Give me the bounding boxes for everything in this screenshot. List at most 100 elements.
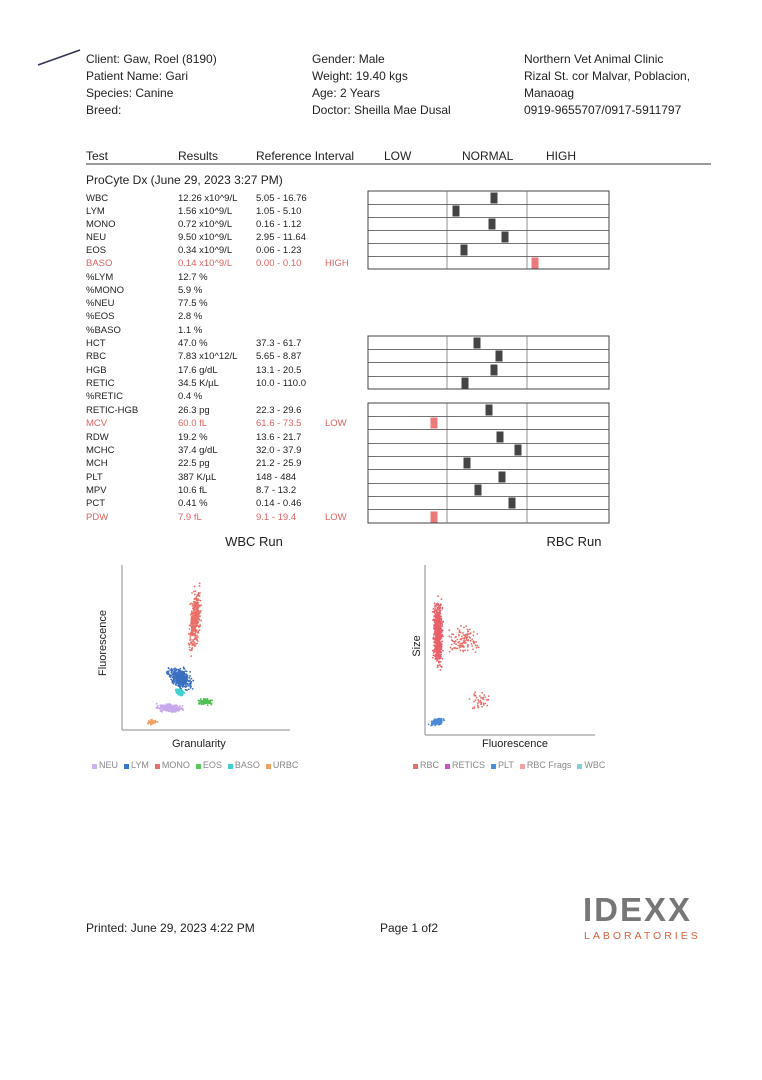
result-marker xyxy=(501,231,509,243)
scatter-dot xyxy=(192,679,195,682)
scatter-dot xyxy=(197,605,200,608)
scatter-dot xyxy=(172,711,175,714)
reference-interval: 13.6 - 21.7 xyxy=(256,432,302,443)
scatter-dot xyxy=(168,705,171,707)
test-result: 0.4 % xyxy=(178,391,203,402)
scatter-dot xyxy=(196,614,198,617)
scatter-dot xyxy=(190,610,193,613)
scatter-dot xyxy=(443,719,445,722)
section-title: ProCyte Dx (June 29, 2023 3:27 PM) xyxy=(86,173,283,187)
scatter-dot xyxy=(431,656,434,659)
result-marker xyxy=(490,192,498,204)
scatter-dot xyxy=(198,584,201,587)
scatter-dot xyxy=(164,707,167,710)
clinic-line: Manaoag xyxy=(524,86,575,100)
scatter-dot xyxy=(188,676,191,679)
test-name: PCT xyxy=(86,498,105,509)
scatter-dot xyxy=(467,633,470,636)
scatter-dot xyxy=(198,626,200,629)
test-result: 47.0 % xyxy=(178,338,208,349)
legend-swatch xyxy=(445,764,451,769)
reference-interval: 0.00 - 0.10 xyxy=(256,258,302,269)
flag: HIGH xyxy=(325,258,349,269)
scatter-dot xyxy=(196,620,199,623)
test-name: MCHC xyxy=(86,445,115,456)
patient-line: Client: Gaw, Roel (8190) xyxy=(86,52,217,66)
scatter-dot xyxy=(156,706,159,709)
scatter-dot xyxy=(195,611,198,614)
scatter-dot xyxy=(160,709,163,712)
scatter-dot xyxy=(196,636,199,639)
y-axis-label: Size xyxy=(411,635,423,657)
test-result: 7.9 fL xyxy=(178,512,202,523)
scatter-dot xyxy=(438,607,441,610)
test-name: %MONO xyxy=(86,285,124,296)
scatter-dot xyxy=(179,684,182,687)
legend-swatch xyxy=(413,764,418,769)
scatter-dot xyxy=(440,633,443,636)
test-name: HGB xyxy=(86,365,107,376)
scatter-dot xyxy=(450,636,453,638)
scatter-dot xyxy=(432,652,435,654)
scatter-dot xyxy=(466,628,469,631)
result-marker xyxy=(463,457,471,469)
scatter-dot xyxy=(196,603,199,606)
scatter-dot xyxy=(178,707,181,710)
test-result: 12.7 % xyxy=(178,272,208,283)
scatter-dot xyxy=(192,639,195,641)
scatter-dot xyxy=(457,641,460,644)
scatter-dot xyxy=(191,616,194,619)
scatter-dot xyxy=(197,598,199,600)
scatter-dot xyxy=(195,596,198,598)
scatter-dot xyxy=(190,622,193,625)
scatter-dot xyxy=(170,678,173,681)
scatter-dot xyxy=(435,654,438,657)
scatter-dot xyxy=(433,632,436,635)
scatter-dot xyxy=(192,629,195,632)
range-box xyxy=(367,190,610,270)
scatter-dot xyxy=(182,679,185,681)
scatter-dot xyxy=(190,620,193,623)
y-axis-label: Fluorescence xyxy=(97,609,109,676)
scatter-dot xyxy=(191,604,194,607)
scatter-dot xyxy=(438,626,441,629)
scatter-dot xyxy=(434,606,436,608)
scatter-dot xyxy=(439,621,441,624)
scatter-dot xyxy=(176,708,179,711)
scatter-dot xyxy=(434,724,436,727)
scatter-dot xyxy=(473,642,475,645)
test-name: EOS xyxy=(86,245,107,256)
scatter-dot xyxy=(184,688,187,691)
scatter-dot xyxy=(190,649,193,651)
scatter-dot xyxy=(448,650,451,653)
scatter-dot xyxy=(434,628,436,631)
test-name: RBC xyxy=(86,351,107,362)
scatter-dot xyxy=(177,668,180,671)
scatter-dot xyxy=(435,721,438,724)
legend-swatch xyxy=(265,764,271,769)
scatter-dot xyxy=(170,710,173,713)
scatter-dot xyxy=(193,634,196,637)
scatter-dot xyxy=(451,648,454,651)
scatter-dot xyxy=(173,708,176,711)
scatter-dot xyxy=(192,621,195,624)
reference-interval: 2.95 - 11.64 xyxy=(256,232,307,243)
test-name: %RETIC xyxy=(86,391,123,402)
scatter-dot xyxy=(438,646,440,649)
scatter-dot xyxy=(190,655,193,658)
scatter-dot xyxy=(473,700,475,703)
scatter-dot xyxy=(435,610,438,613)
scatter-dot xyxy=(466,645,469,648)
details-line: Weight: 19.40 kgs xyxy=(312,69,408,83)
printed-date: Printed: June 29, 2023 4:22 PM xyxy=(86,921,255,935)
scatter-dot xyxy=(432,650,435,652)
scatter-dot xyxy=(455,643,458,646)
scatter-dot xyxy=(178,671,181,674)
scatter-dot xyxy=(437,607,440,609)
flag: LOW xyxy=(325,512,347,523)
plot-title: WBC Run xyxy=(225,534,283,549)
test-name: %BASO xyxy=(86,325,121,336)
scatter-dot xyxy=(194,632,197,635)
scatter-dot xyxy=(439,612,441,614)
test-name: MCH xyxy=(86,458,108,469)
